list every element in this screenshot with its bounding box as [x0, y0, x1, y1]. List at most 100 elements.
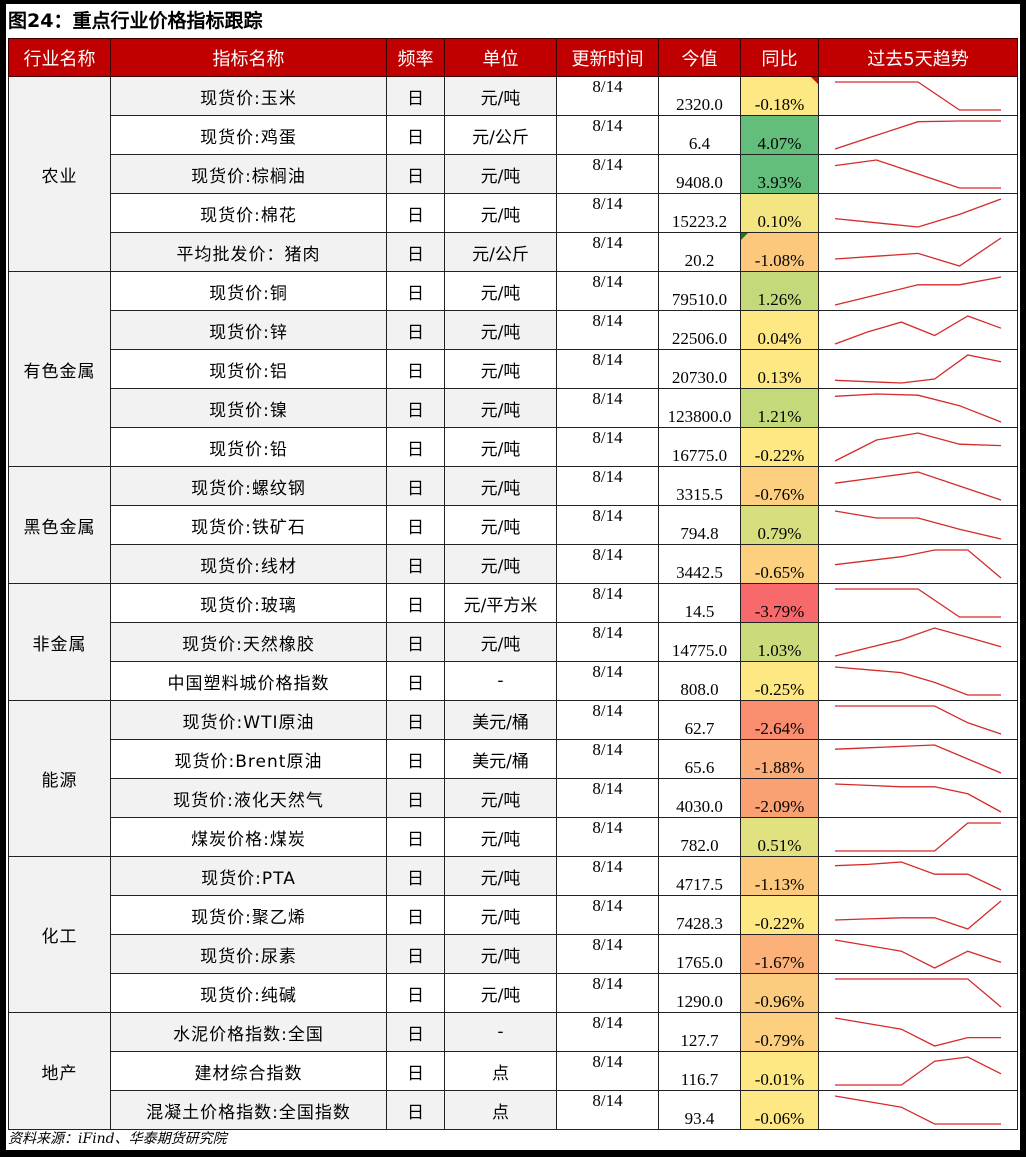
update-time-cell: 8/14: [556, 583, 659, 623]
indicator-name-cell: 混凝土价格指数:全国指数: [110, 1090, 387, 1130]
yoy-cell: 1.26%: [740, 271, 819, 311]
yoy-cell: -2.64%: [740, 700, 819, 740]
indicator-name-cell: 水泥价格指数:全国: [110, 1012, 387, 1052]
table-row: 非金属 现货价:玻璃日元/平方米 8/14 14.5 -3.79%: [8, 583, 1018, 701]
industry-cell: 黑色金属: [8, 466, 111, 584]
frequency-cell: 日: [386, 778, 445, 818]
current-value-cell: 808.0: [658, 661, 741, 701]
table-row: 农业 现货价:玉米日元/吨 8/14 2320.0 -0.18%: [8, 76, 1018, 272]
update-time-cell: 8/14: [556, 154, 659, 194]
frequency-cell: 日: [386, 349, 445, 389]
yoy-cell: -2.09%: [740, 778, 819, 818]
sparkline-chart: [835, 705, 1002, 735]
current-value-cell: 20730.0: [658, 349, 741, 389]
update-time-cell: 8/14: [556, 466, 659, 506]
yoy-cell: 0.04%: [740, 310, 819, 350]
sparkline-chart: [834, 744, 1002, 774]
yoy-value: 1.21%: [757, 407, 802, 426]
unit-cell: 元/吨: [444, 193, 557, 233]
current-value-cell: 782.0: [658, 817, 741, 857]
trend-sparkline-cell: [818, 232, 1018, 272]
yoy-cell: -0.76%: [740, 466, 819, 506]
indicator-name-cell: 建材综合指数: [110, 1051, 387, 1091]
yoy-cell: 0.13%: [740, 349, 819, 389]
source-note: 资料来源：iFind、华泰期货研究院: [8, 1131, 227, 1147]
sparkline-chart: [835, 588, 1001, 618]
unit-cell: 元/吨: [444, 505, 557, 545]
indicator-name-cell: 现货价:线材: [110, 544, 387, 584]
update-time-cell: 8/14: [556, 817, 659, 857]
yoy-value: 0.51%: [757, 836, 802, 855]
yoy-cell: -0.96%: [740, 973, 819, 1013]
indicator-name-cell: 现货价:Brent原油: [110, 739, 387, 779]
yoy-cell: -0.79%: [740, 1012, 819, 1052]
yoy-cell: -0.22%: [740, 427, 819, 467]
yoy-value: -1.13%: [754, 875, 805, 894]
indicator-name-cell: 现货价:镍: [110, 388, 387, 428]
indicator-name-cell: 现货价:铝: [110, 349, 387, 389]
sparkline-chart: [834, 510, 1002, 540]
trend-sparkline-cell: [818, 544, 1018, 584]
frequency-cell: 日: [386, 817, 445, 857]
sparkline-chart: [834, 1095, 1001, 1125]
trend-sparkline-cell: [818, 1012, 1018, 1052]
price-indicator-table: 行业名称 指标名称 频率 单位 更新时间 今值 同比 过去5天趋势 农业 现货价:…: [8, 38, 1018, 1130]
frequency-cell: 日: [386, 544, 445, 584]
indicator-name-cell: 现货价:铁矿石: [110, 505, 387, 545]
yoy-value: 1.26%: [757, 290, 802, 309]
indicator-name-cell: 现货价:PTA: [110, 856, 387, 896]
current-value-cell: 15223.2: [658, 193, 741, 233]
frequency-cell: 日: [386, 310, 445, 350]
frequency-cell: 日: [386, 115, 445, 155]
table-row: 有色金属 现货价:铜日元/吨 8/14 79510.0 1.26%: [8, 271, 1018, 467]
industry-cell: 能源: [8, 700, 111, 857]
sparkline-chart: [834, 354, 1002, 384]
frequency-cell: 日: [386, 1051, 445, 1091]
current-value-cell: 93.4: [658, 1090, 741, 1130]
current-value-cell: 4717.5: [658, 856, 741, 896]
report-figure: 图24：重点行业价格指标跟踪 行业名称 指标名称 频率 单位 更新时间 今值 同…: [6, 4, 1020, 1150]
unit-cell: 元/吨: [444, 388, 557, 428]
table-row: 中国塑料城价格指数日 -8/14 808.0 -0.25%: [9, 661, 1018, 701]
sparkline-chart: [834, 159, 1001, 189]
trend-sparkline-cell: [818, 466, 1018, 506]
table-row: 现货价:铁矿石日元/吨 8/14 794.8 0.79%: [9, 505, 1018, 545]
unit-cell: 点: [444, 1051, 557, 1091]
yoy-value: 0.13%: [757, 368, 802, 387]
frequency-cell: 日: [386, 271, 445, 311]
frequency-cell: 日: [386, 1012, 445, 1052]
table-row: 混凝土价格指数:全国指数日点 8/14 93.4 -0.06%: [9, 1090, 1018, 1130]
indicator-name-cell: 现货价:纯碱: [110, 973, 387, 1013]
current-value-cell: 1290.0: [658, 973, 741, 1013]
table-row: 现货价:尿素日元/吨 8/14 1765.0 -1.67%: [9, 934, 1018, 974]
update-time-cell: 8/14: [556, 505, 659, 545]
update-time-cell: 8/14: [556, 739, 659, 779]
yoy-value: 0.79%: [757, 524, 802, 543]
sparkline-chart: [834, 1017, 1001, 1047]
current-value-cell: 62.7: [658, 700, 741, 740]
frequency-cell: 日: [386, 856, 445, 896]
indicator-name-cell: 现货价:玻璃: [110, 583, 387, 623]
table-row: 现货价:线材日元/吨 8/14 3442.5 -0.65%: [9, 544, 1018, 584]
unit-cell: 元/公斤: [444, 232, 557, 272]
yoy-cell: 3.93%: [740, 154, 819, 194]
current-value-cell: 3315.5: [658, 466, 741, 506]
table-row: 现货价:棕榈油日元/吨 8/14 9408.0 3.93%: [9, 154, 1018, 194]
current-value-cell: 6.4: [658, 115, 741, 155]
current-value-cell: 9408.0: [658, 154, 741, 194]
current-value-cell: 14.5: [658, 583, 741, 623]
frequency-cell: 日: [386, 739, 445, 779]
yoy-cell: -0.01%: [740, 1051, 819, 1091]
current-value-cell: 20.2: [658, 232, 741, 272]
current-value-cell: 4030.0: [658, 778, 741, 818]
current-value-cell: 16775.0: [658, 427, 741, 467]
indicator-name-cell: 现货价:尿素: [110, 934, 387, 974]
sparkline-chart: [834, 237, 1002, 267]
industry-cell: 农业: [8, 76, 111, 272]
update-time-cell: 8/14: [556, 934, 659, 974]
yoy-value: -0.22%: [754, 446, 805, 465]
unit-cell: 元/吨: [444, 76, 557, 116]
unit-cell: 美元/桶: [444, 700, 557, 740]
yoy-cell: 0.79%: [740, 505, 819, 545]
yoy-value: -0.79%: [754, 1031, 805, 1050]
